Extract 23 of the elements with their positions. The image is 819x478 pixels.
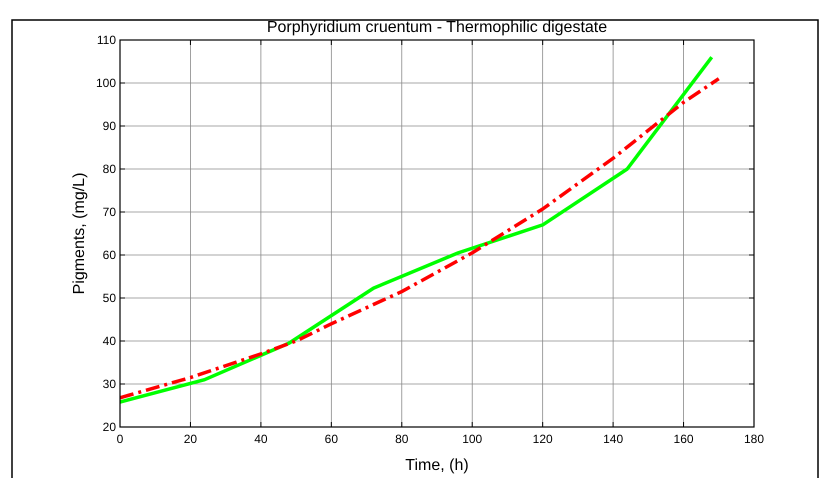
x-tick-label: 120 xyxy=(532,432,553,446)
x-tick-label: 100 xyxy=(462,432,483,446)
y-axis-title: Pigments, (mg/L) xyxy=(71,172,88,294)
y-tick-label: 100 xyxy=(96,76,116,90)
y-tick-label: 70 xyxy=(102,205,116,219)
x-tick-label: 160 xyxy=(674,432,694,446)
x-tick-label: 40 xyxy=(254,432,268,446)
x-tick-label: 180 xyxy=(744,432,764,446)
y-tick-label: 80 xyxy=(102,162,116,176)
y-tick-label: 90 xyxy=(102,119,116,133)
y-tick-label: 110 xyxy=(96,33,116,47)
x-axis-title: Time, (h) xyxy=(405,457,469,474)
y-tick-label: 30 xyxy=(102,377,116,391)
chart-title: Porphyridium cruentum - Thermophilic digestate xyxy=(266,19,608,36)
x-tick-label: 20 xyxy=(184,432,198,446)
y-tick-label: 50 xyxy=(102,291,116,305)
y-tick-label: 20 xyxy=(102,420,116,434)
x-tick-label: 140 xyxy=(603,432,624,446)
x-tick-label: 60 xyxy=(324,432,338,446)
x-tick-label: 0 xyxy=(116,432,124,446)
y-tick-label: 40 xyxy=(102,334,116,348)
y-tick-label: 60 xyxy=(102,248,116,262)
x-tick-label: 80 xyxy=(395,432,409,446)
